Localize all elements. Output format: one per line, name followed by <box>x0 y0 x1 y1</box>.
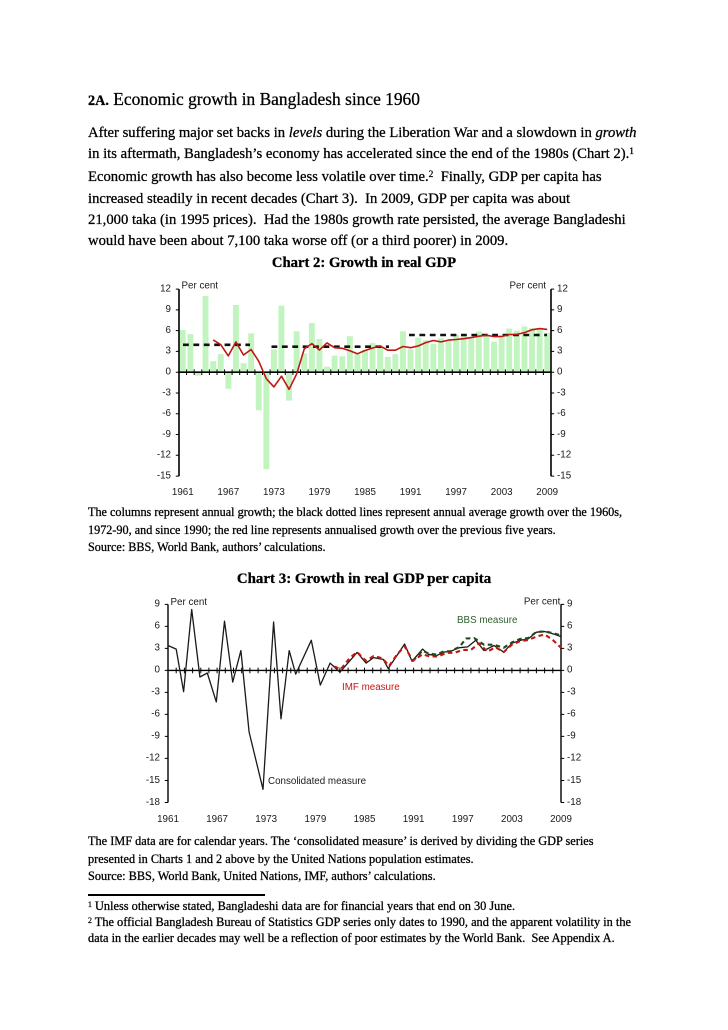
svg-text:-12: -12 <box>146 753 160 764</box>
svg-text:Per cent: Per cent <box>510 281 547 292</box>
svg-text:1967: 1967 <box>217 487 239 498</box>
svg-text:1997: 1997 <box>445 487 467 498</box>
svg-text:-6: -6 <box>567 709 576 720</box>
svg-text:-6: -6 <box>557 408 566 419</box>
svg-text:2003: 2003 <box>501 814 523 825</box>
svg-text:1961: 1961 <box>172 487 194 498</box>
svg-text:6: 6 <box>557 325 563 336</box>
svg-text:1973: 1973 <box>263 487 285 498</box>
svg-text:-3: -3 <box>557 387 566 398</box>
svg-text:1979: 1979 <box>309 487 331 498</box>
svg-text:-9: -9 <box>557 429 566 440</box>
svg-text:IMF measure: IMF measure <box>342 682 400 693</box>
svg-text:0: 0 <box>166 367 172 378</box>
svg-text:-9: -9 <box>567 731 576 742</box>
svg-text:0: 0 <box>567 665 573 676</box>
svg-text:1991: 1991 <box>403 814 425 825</box>
svg-text:9: 9 <box>166 304 171 315</box>
svg-text:3: 3 <box>567 643 573 654</box>
svg-text:1985: 1985 <box>354 487 376 498</box>
svg-text:6: 6 <box>166 325 172 336</box>
svg-text:-18: -18 <box>146 797 161 808</box>
svg-text:-9: -9 <box>151 731 160 742</box>
svg-text:3: 3 <box>155 643 161 654</box>
svg-text:3: 3 <box>557 346 563 357</box>
svg-text:6: 6 <box>567 621 573 632</box>
svg-text:-12: -12 <box>557 450 571 461</box>
svg-text:Per cent: Per cent <box>524 597 561 608</box>
svg-text:Per cent: Per cent <box>171 597 208 608</box>
svg-text:1967: 1967 <box>206 814 228 825</box>
svg-text:-3: -3 <box>151 687 160 698</box>
svg-text:1985: 1985 <box>354 814 376 825</box>
svg-text:-3: -3 <box>567 687 576 698</box>
svg-text:-9: -9 <box>162 429 171 440</box>
svg-text:1979: 1979 <box>305 814 327 825</box>
svg-text:-6: -6 <box>162 408 171 419</box>
svg-text:6: 6 <box>155 621 161 632</box>
svg-text:2003: 2003 <box>491 487 513 498</box>
svg-text:1997: 1997 <box>452 814 474 825</box>
svg-text:2009: 2009 <box>536 487 558 498</box>
svg-text:-6: -6 <box>151 709 160 720</box>
svg-text:9: 9 <box>557 304 562 315</box>
svg-text:-15: -15 <box>567 775 582 786</box>
svg-text:-15: -15 <box>146 775 161 786</box>
svg-text:12: 12 <box>160 283 171 294</box>
svg-text:-15: -15 <box>557 470 572 481</box>
svg-text:-12: -12 <box>157 450 171 461</box>
svg-text:12: 12 <box>557 283 568 294</box>
svg-text:2009: 2009 <box>550 814 572 825</box>
svg-text:9: 9 <box>155 599 160 610</box>
svg-text:3: 3 <box>166 346 172 357</box>
svg-text:-15: -15 <box>157 470 172 481</box>
svg-text:-12: -12 <box>567 753 581 764</box>
svg-text:0: 0 <box>557 367 563 378</box>
svg-text:-18: -18 <box>567 797 582 808</box>
svg-text:1961: 1961 <box>157 814 179 825</box>
svg-text:BBS measure: BBS measure <box>457 615 518 626</box>
svg-text:0: 0 <box>155 665 161 676</box>
svg-text:1991: 1991 <box>400 487 422 498</box>
svg-text:-3: -3 <box>162 387 171 398</box>
svg-text:Per cent: Per cent <box>182 281 219 292</box>
svg-text:1973: 1973 <box>255 814 277 825</box>
svg-text:9: 9 <box>567 599 572 610</box>
svg-text:Consolidated measure: Consolidated measure <box>268 776 367 787</box>
